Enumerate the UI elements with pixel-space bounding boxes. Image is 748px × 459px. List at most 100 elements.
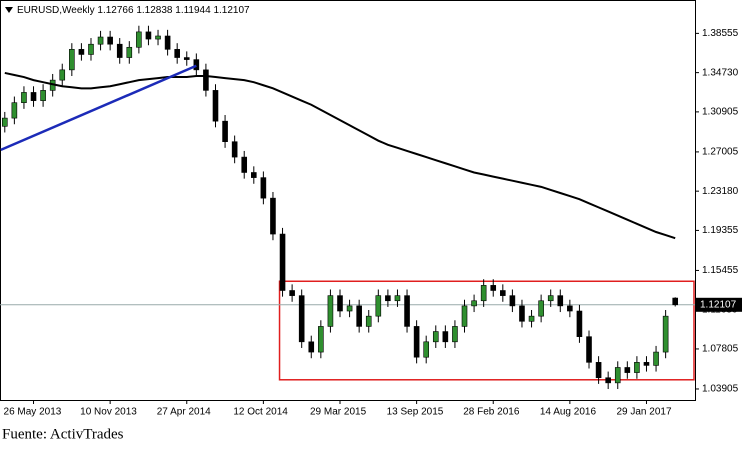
moving-average xyxy=(4,71,676,240)
candle-body xyxy=(605,377,611,384)
y-tick-label: 1.03905 xyxy=(702,384,739,395)
candle-body xyxy=(174,49,180,58)
candle-body xyxy=(528,315,535,322)
candle-body xyxy=(394,295,401,302)
candle-body xyxy=(21,92,27,103)
candle-body xyxy=(452,326,458,343)
candle-body xyxy=(327,295,334,327)
y-tick-label: 1.34730 xyxy=(702,67,739,78)
candle-body xyxy=(509,295,516,307)
candle-body xyxy=(222,120,228,142)
x-tick-label: 12 Oct 2014 xyxy=(233,407,288,418)
candle-body xyxy=(88,43,94,55)
candle-body xyxy=(318,326,324,353)
source: Fuente: ActivTrades xyxy=(2,426,124,442)
candle-body xyxy=(672,297,679,306)
candle-body xyxy=(442,331,449,343)
x-tick-label: 10 Nov 2013 xyxy=(80,407,137,418)
ohlc-low: 1.11944 xyxy=(175,5,211,16)
candle-body xyxy=(136,31,142,48)
candle-body xyxy=(337,295,343,312)
candle-body xyxy=(500,290,506,296)
candle-body xyxy=(538,300,544,317)
candle-body xyxy=(461,305,468,327)
y-tick-label: 1.15455 xyxy=(702,265,739,276)
x-tick-label: 26 May 2013 xyxy=(4,407,62,418)
symbol: EURUSD,Weekly xyxy=(17,5,95,16)
candle-body xyxy=(634,362,640,373)
x-tick-label: 27 Apr 2014 xyxy=(157,407,211,418)
candle-body xyxy=(586,336,592,363)
menu-arrow xyxy=(5,7,13,13)
x-tick-label: 29 Mar 2015 xyxy=(310,407,367,418)
ohlc-close: 1.12107 xyxy=(213,5,250,16)
plot-frame xyxy=(0,0,696,401)
candle-body xyxy=(423,341,429,358)
candle-body xyxy=(662,315,669,353)
candle-body xyxy=(145,31,152,40)
candle-body xyxy=(69,49,75,71)
price-tag xyxy=(696,297,742,312)
candle-body xyxy=(212,90,219,122)
y-tick-label: 1.38555 xyxy=(702,28,739,39)
trendline xyxy=(0,64,197,152)
candle-body xyxy=(614,367,621,384)
candle-body xyxy=(193,59,200,71)
candle-body xyxy=(365,315,372,327)
candle-body xyxy=(11,102,18,119)
candle-body xyxy=(126,46,133,58)
candle-body xyxy=(567,305,573,312)
chart-title: EURUSD,Weekly 1.12766 1.12838 1.11944 1.… xyxy=(17,5,250,16)
candle-body xyxy=(279,233,286,291)
candle-body xyxy=(375,295,382,317)
candle-body xyxy=(308,341,315,353)
y-tick-label: 1.27005 xyxy=(702,147,739,158)
y-tick-label: 1.07805 xyxy=(702,344,739,355)
candle-body xyxy=(289,290,295,296)
x-tick-label: 28 Feb 2016 xyxy=(463,407,520,418)
candle-body xyxy=(595,362,602,379)
candle-body xyxy=(97,36,104,45)
candle-body xyxy=(576,310,583,337)
ohlc-open: 1.12766 xyxy=(97,5,134,16)
candle-body xyxy=(547,295,554,302)
candle-body xyxy=(643,362,650,366)
candle-body xyxy=(624,367,631,373)
x-tick-label: 13 Sep 2015 xyxy=(387,407,444,418)
candle-body xyxy=(251,172,257,178)
candle-body xyxy=(40,90,46,101)
candle-body xyxy=(78,49,85,55)
candle-body xyxy=(260,177,267,199)
candle-body xyxy=(270,197,276,235)
candle-body xyxy=(116,43,123,58)
candle-body xyxy=(413,326,420,358)
candle-body xyxy=(385,295,391,302)
price-tag-label: 1.12107 xyxy=(700,299,737,310)
candle-body xyxy=(404,295,410,327)
candle-body xyxy=(155,35,161,40)
candle-body xyxy=(557,295,564,307)
candle-body xyxy=(356,305,362,327)
candle-body xyxy=(519,305,525,322)
candle-body xyxy=(298,295,305,343)
candle-body xyxy=(183,57,190,60)
x-tick-label: 14 Aug 2016 xyxy=(540,407,597,418)
y-tick-label: 1.23180 xyxy=(702,186,739,197)
candle-body xyxy=(241,156,248,173)
candle-body xyxy=(490,285,497,291)
candle-body xyxy=(653,351,659,366)
candle-body xyxy=(1,117,8,127)
y-tick-label: 1.30905 xyxy=(702,107,739,118)
x-tick-label: 29 Jan 2017 xyxy=(616,407,671,418)
candle-body xyxy=(59,69,66,81)
candle-body xyxy=(30,92,37,101)
candle-body xyxy=(480,285,487,302)
candle-body xyxy=(164,35,171,50)
candle-body xyxy=(107,36,113,45)
candle-body xyxy=(432,331,439,343)
candle-body xyxy=(471,300,477,307)
candle-body xyxy=(346,305,353,312)
y-tick-label: 1.19355 xyxy=(702,225,739,236)
range-box xyxy=(278,280,695,381)
